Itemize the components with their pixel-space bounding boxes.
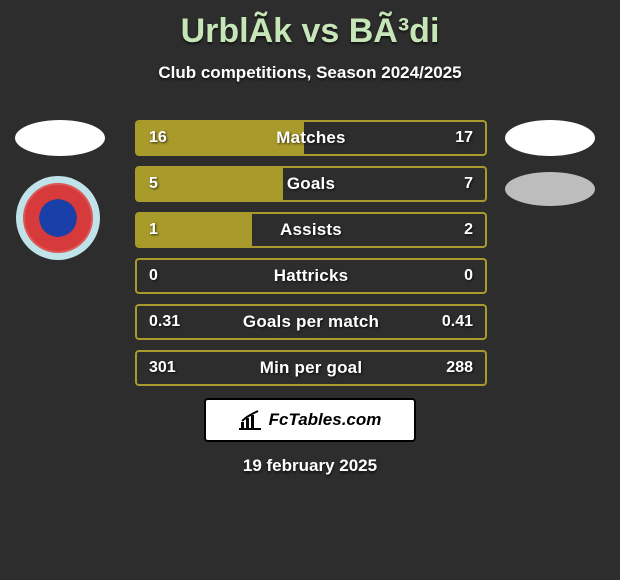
chart-icon	[239, 410, 261, 430]
stat-value-right: 0	[464, 267, 473, 285]
player-right-avatar-placeholder	[505, 120, 595, 156]
stats-table: 16 Matches 17 5 Goals 7 1 Assists 2 0 Hattricks 0 0.…	[135, 120, 487, 396]
stat-value-left: 1	[149, 221, 158, 239]
stat-value-left: 0.31	[149, 313, 180, 331]
stat-row: 0.31 Goals per match 0.41	[135, 304, 487, 340]
stat-fill-left	[137, 168, 283, 200]
page-title: UrblÃk vs BÃ³di	[0, 0, 620, 51]
stat-value-left: 5	[149, 175, 158, 193]
comparison-widget: UrblÃk vs BÃ³di Club competitions, Seaso…	[0, 0, 620, 580]
stat-label: Goals per match	[243, 312, 379, 332]
stat-row: 1 Assists 2	[135, 212, 487, 248]
stat-label: Min per goal	[260, 358, 363, 378]
brand-text: FcTables.com	[269, 410, 382, 430]
stat-value-right: 0.41	[442, 313, 473, 331]
stat-row: 5 Goals 7	[135, 166, 487, 202]
stat-row: 16 Matches 17	[135, 120, 487, 156]
stat-row: 301 Min per goal 288	[135, 350, 487, 386]
subtitle: Club competitions, Season 2024/2025	[0, 63, 620, 83]
player-left-club-logo	[16, 176, 100, 260]
stat-label: Goals	[287, 174, 335, 194]
stat-label: Assists	[280, 220, 342, 240]
footer-date: 19 february 2025	[0, 456, 620, 476]
player-right-club-placeholder	[505, 172, 595, 206]
stat-label: Matches	[276, 128, 345, 148]
stat-label: Hattricks	[274, 266, 349, 286]
stat-value-right: 288	[446, 359, 473, 377]
stat-value-left: 16	[149, 129, 167, 147]
stat-value-left: 0	[149, 267, 158, 285]
stat-row: 0 Hattricks 0	[135, 258, 487, 294]
stat-value-right: 7	[464, 175, 473, 193]
stat-value-left: 301	[149, 359, 176, 377]
brand-card[interactable]: FcTables.com	[204, 398, 416, 442]
stat-value-right: 17	[455, 129, 473, 147]
stat-value-right: 2	[464, 221, 473, 239]
player-left-avatar-placeholder	[15, 120, 105, 156]
